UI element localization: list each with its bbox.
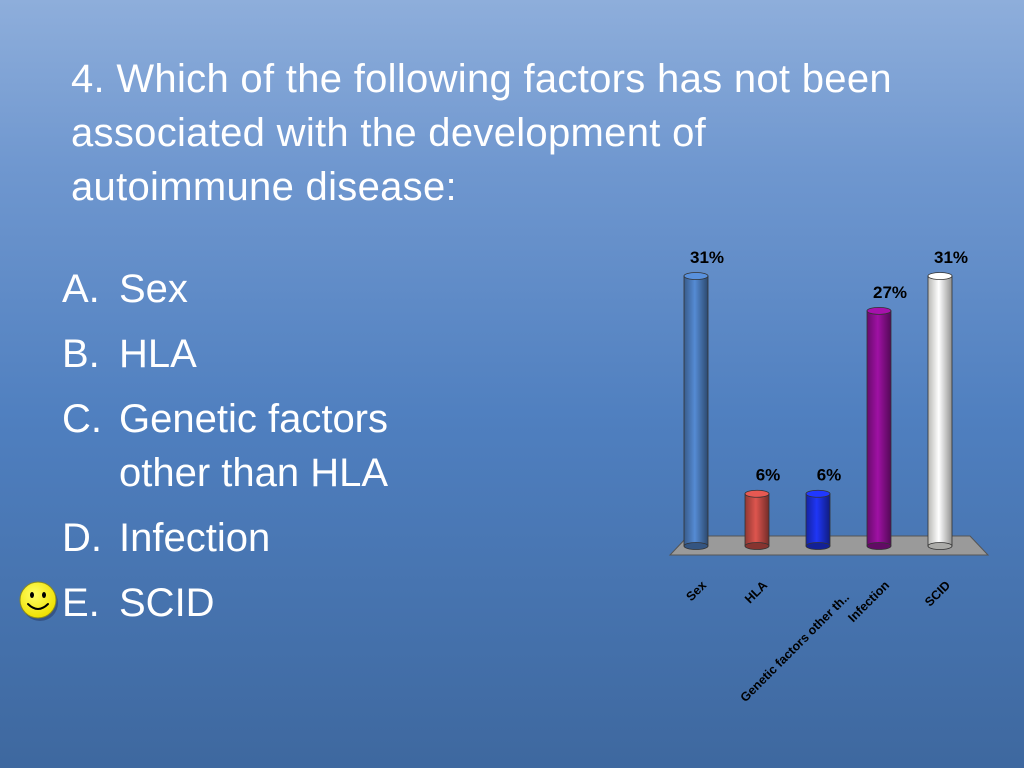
chart-category-label: Infection	[845, 578, 892, 625]
option-letter: D.	[62, 516, 102, 560]
option-b: B. HLA	[62, 327, 482, 381]
slide-title: 4. Which of the following factors has no…	[71, 52, 971, 214]
option-d: D. Infection	[62, 511, 482, 565]
chart-category-label: Sex	[683, 578, 709, 604]
option-c: C. Genetic factors other than HLA	[62, 392, 482, 500]
answer-options: A. Sex B. HLA C. Genetic factors other t…	[62, 262, 482, 641]
title-line: 4. Which of the following factors has no…	[71, 57, 892, 101]
chart-value-label: 31%	[934, 248, 968, 267]
smiley-face-icon	[19, 581, 58, 621]
option-text: Genetic factors	[119, 397, 389, 441]
option-text: Infection	[119, 516, 271, 560]
option-text: HLA	[119, 332, 197, 376]
chart-bar	[866, 306, 892, 550]
chart-category-label: Genetic factors other th..	[738, 590, 853, 705]
chart-bar	[805, 489, 831, 550]
chart-value-label: 6%	[756, 466, 781, 485]
option-letter: B.	[62, 332, 100, 376]
title-line: associated with the development of	[71, 111, 707, 155]
chart-bar	[927, 272, 953, 550]
option-text: Sex	[119, 267, 188, 311]
chart-category-label: HLA	[742, 578, 770, 606]
option-letter: E.	[62, 581, 100, 625]
chart-bar	[683, 272, 709, 550]
option-text: SCID	[119, 581, 215, 625]
option-letter: C.	[62, 397, 102, 441]
chart-category-label: SCID	[922, 578, 953, 609]
chart-bar	[744, 489, 770, 550]
title-line: autoimmune disease:	[71, 165, 457, 209]
option-a: A. Sex	[62, 262, 482, 316]
chart-value-label: 6%	[817, 466, 842, 485]
option-e: E. SCID	[62, 576, 482, 630]
option-text: other than HLA	[119, 451, 389, 495]
chart-value-label: 31%	[690, 248, 724, 267]
option-letter: A.	[62, 267, 100, 311]
response-bar-chart: 31% Sex 6% HLA 6% Genetic factors other th.. 2…	[668, 248, 990, 705]
chart-value-label: 27%	[873, 283, 907, 302]
